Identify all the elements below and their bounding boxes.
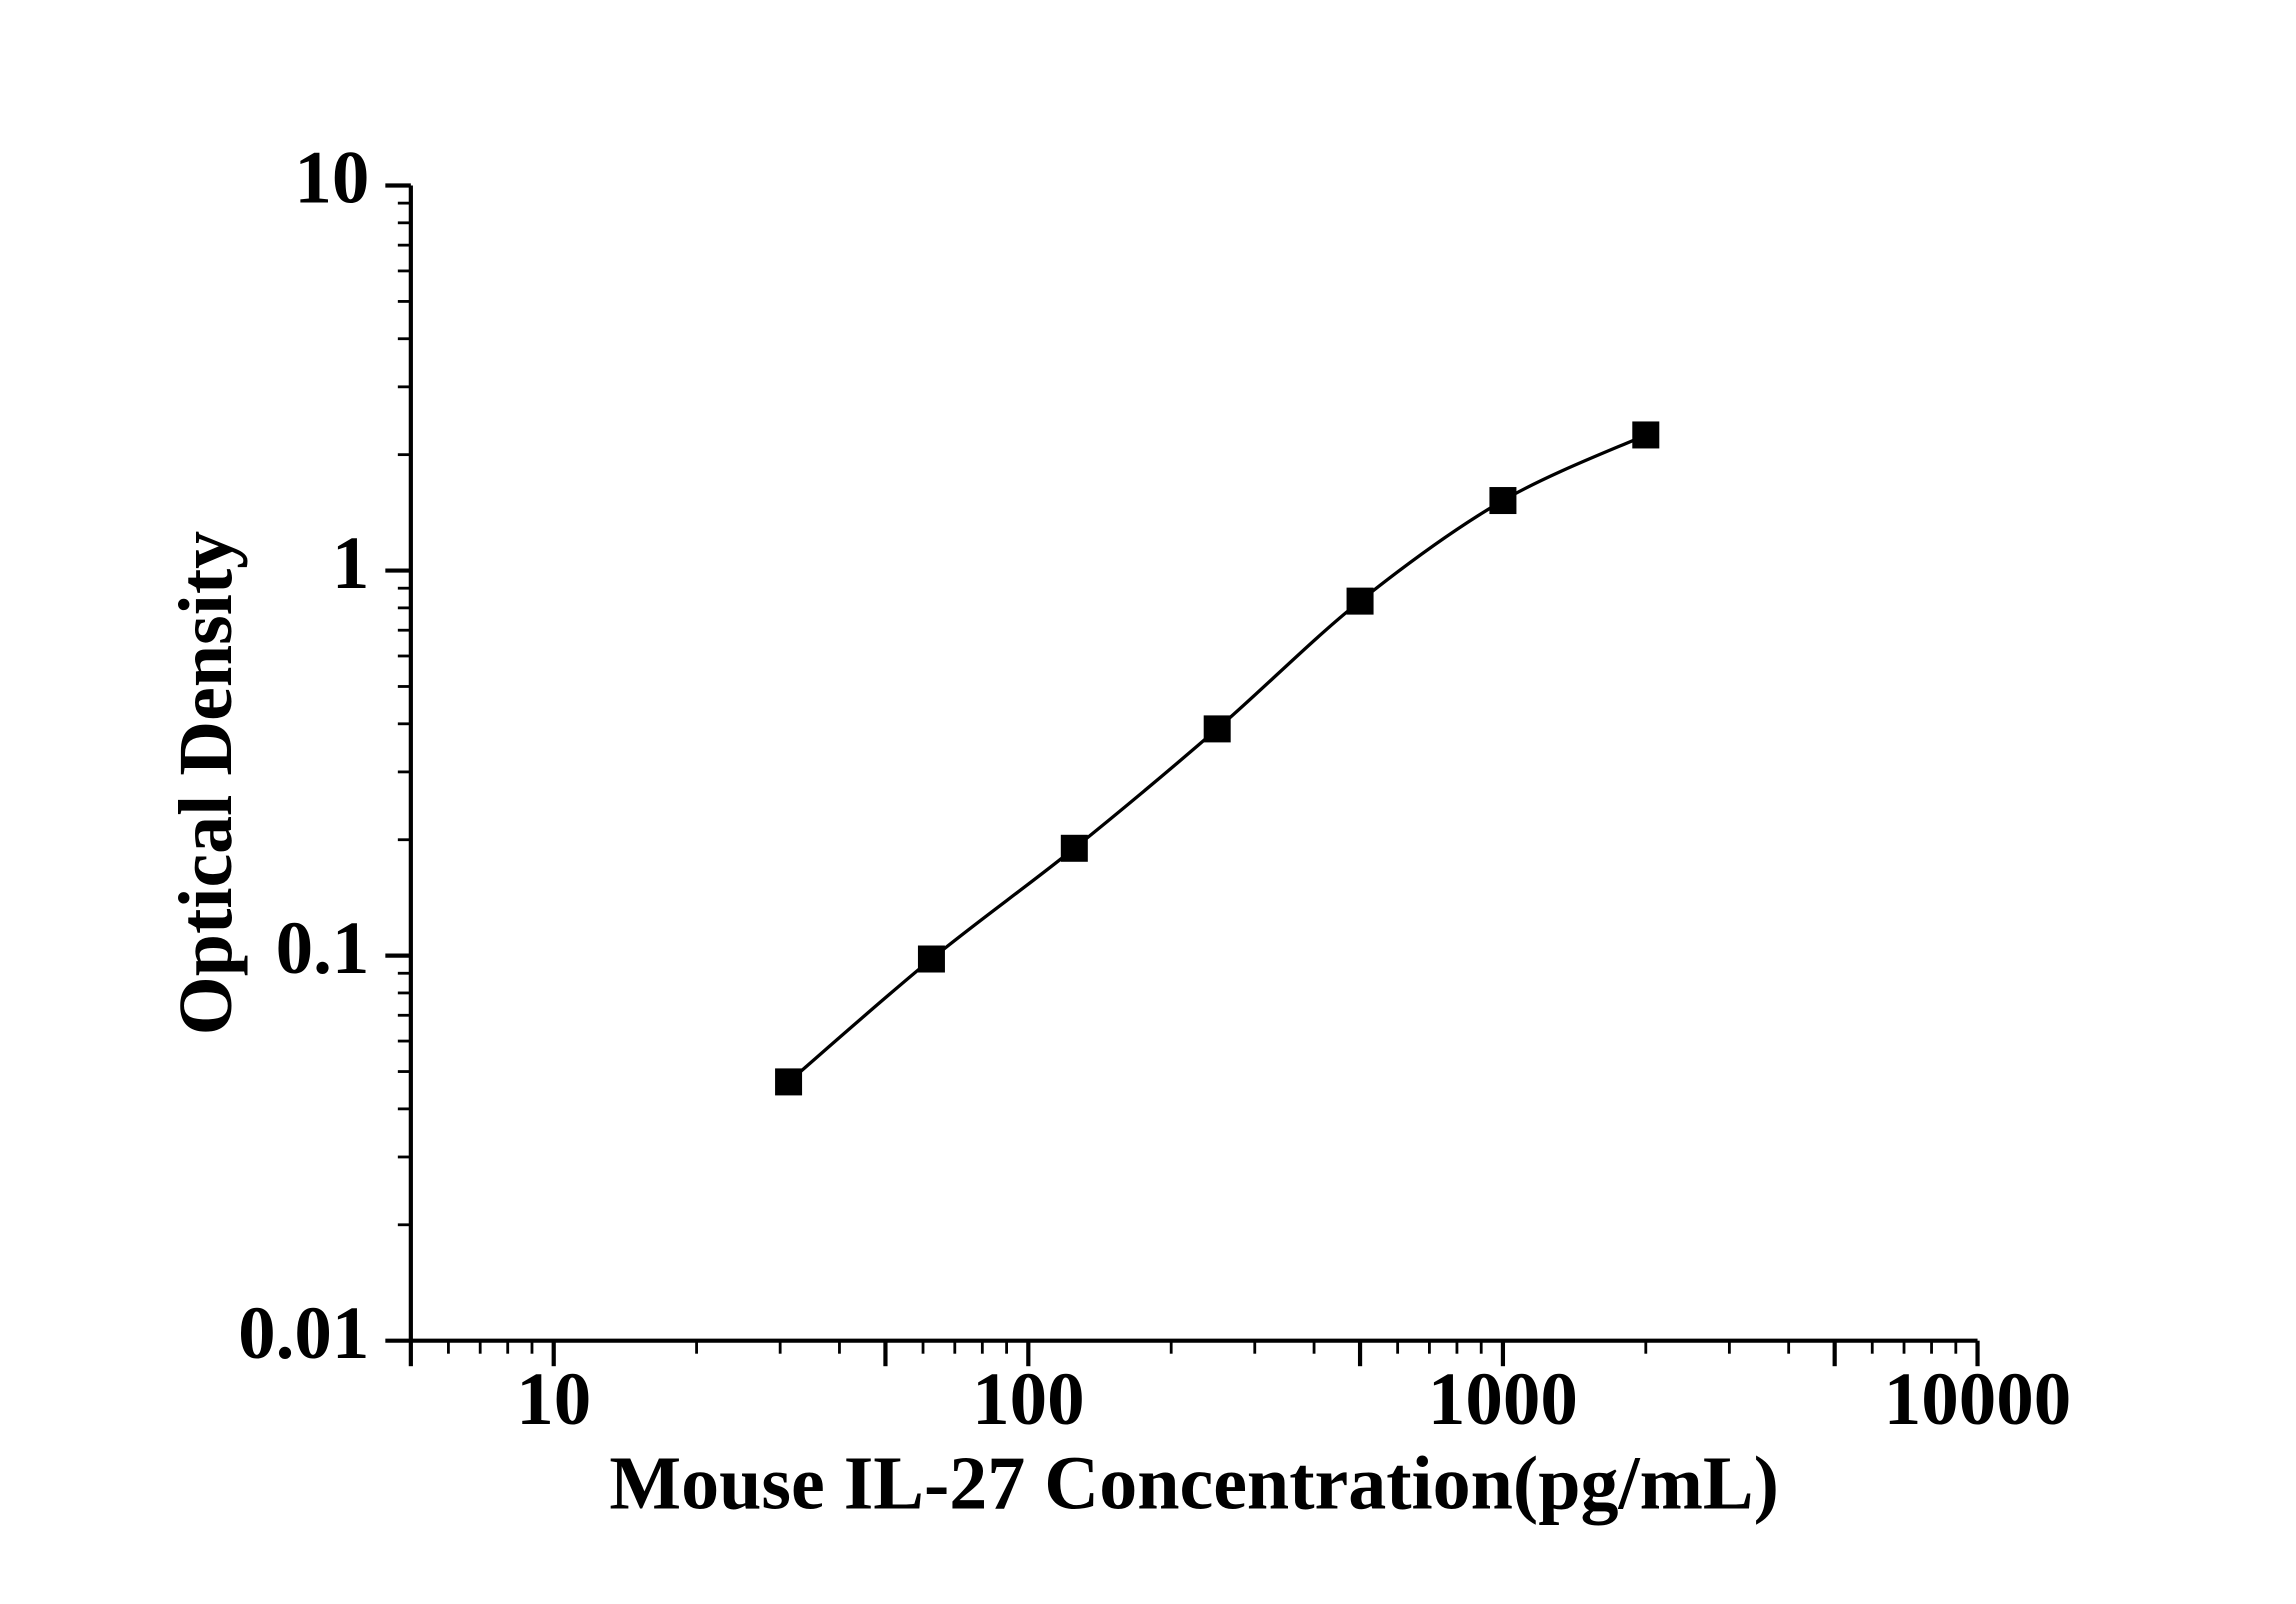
svg-text:10: 10 — [294, 137, 369, 220]
svg-text:1: 1 — [332, 522, 370, 605]
svg-text:10: 10 — [516, 1358, 591, 1441]
svg-text:Optical Density: Optical Density — [164, 531, 248, 1036]
svg-text:100: 100 — [972, 1358, 1085, 1441]
svg-text:10000: 10000 — [1884, 1358, 2072, 1441]
svg-text:Mouse IL-27 Concentration(pg/m: Mouse IL-27 Concentration(pg/mL) — [609, 1442, 1779, 1526]
svg-text:0.1: 0.1 — [276, 907, 370, 990]
svg-text:0.01: 0.01 — [238, 1292, 369, 1375]
svg-text:1000: 1000 — [1428, 1358, 1578, 1441]
